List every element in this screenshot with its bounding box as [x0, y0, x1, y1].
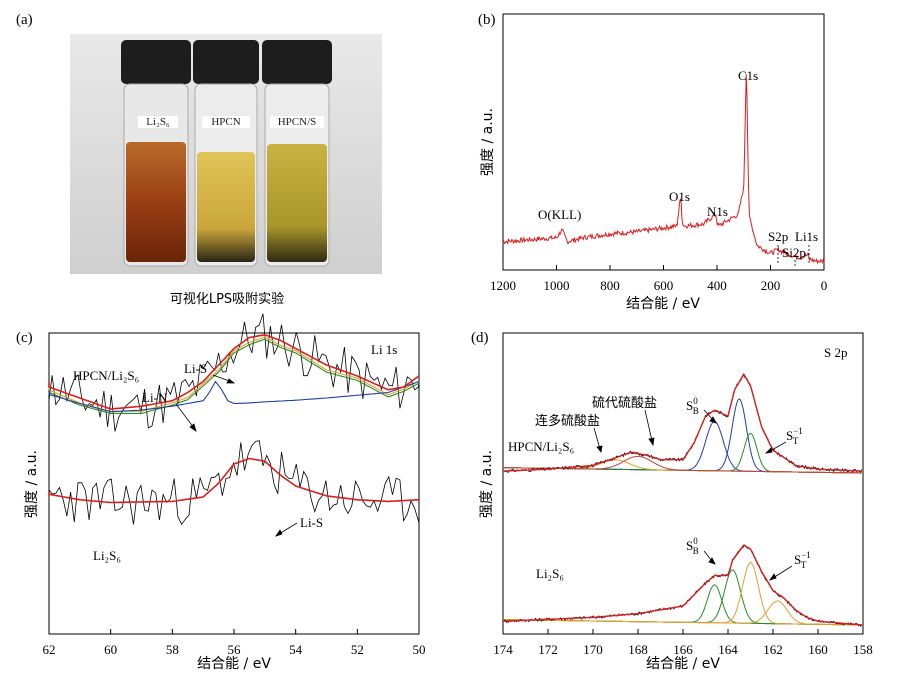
- vials-photo: [70, 34, 382, 274]
- panel-c-envelope-top: [48, 333, 420, 410]
- x-tick-label: 172: [538, 642, 558, 657]
- annot-st-bottom-sub: T: [801, 560, 807, 570]
- annot-hpcn-li2s6-d: HPCN/Li₂S₆: [508, 439, 574, 454]
- annot-sb-top-s: S: [686, 398, 693, 413]
- annot-sb-top: S0 B: [686, 396, 699, 416]
- x-tick-label: 166: [673, 642, 693, 657]
- annot-polythionate: 连多硫酸盐: [535, 413, 600, 429]
- panel-d-xticks: 174 172 170 168 166 164 162 160 158: [493, 629, 873, 657]
- annot-thiosulfate: 硫代硫酸盐: [592, 396, 657, 411]
- peak-label-c1s: C1s: [738, 68, 758, 83]
- annot-st-bottom-s: S: [794, 552, 801, 567]
- peak-label-n1s: N1s: [707, 204, 728, 219]
- annot-st-top: S−1 T: [786, 426, 803, 446]
- annot-li-n: Li-N: [142, 390, 168, 405]
- x-tick-label: 52: [351, 642, 364, 657]
- x-tick-label: 1200: [490, 278, 516, 293]
- annot-li-s-bottom: Li-S: [300, 515, 323, 530]
- panel-c-raw-bottom: [48, 440, 420, 526]
- annot-sb-bottom-s: S: [686, 538, 693, 553]
- panel-c-xticks: 62 60 58 56 54 52 50: [43, 629, 426, 657]
- panel-d-arrows: [593, 409, 793, 581]
- panel-a-label: (a): [16, 12, 33, 28]
- panel-b-label: (b): [478, 12, 496, 28]
- x-tick-label: 164: [718, 642, 738, 657]
- panel-b-survey-line: [502, 74, 825, 265]
- panel-c-fit-lin: [48, 380, 420, 413]
- x-tick-label: 160: [808, 642, 828, 657]
- annot-st-bottom: S−1 T: [794, 550, 811, 570]
- x-tick-label: 168: [628, 642, 648, 657]
- x-tick-label: 174: [493, 642, 513, 657]
- x-tick-label: 600: [654, 278, 674, 293]
- x-tick-label: 60: [104, 642, 117, 657]
- panel-b-xlabel: 结合能 / eV: [626, 296, 700, 312]
- panel-d-frame: [502, 332, 864, 635]
- annot-li-s-top: Li-S: [184, 361, 207, 376]
- annot-sb-top-sup: 0: [693, 396, 698, 406]
- vial-label-hpcn-s: HPCN/S: [270, 116, 324, 128]
- x-tick-label: 58: [166, 642, 179, 657]
- panel-b-ylabel: 强度 / a.u.: [480, 108, 496, 176]
- panel-c-fit-lis: [48, 338, 420, 414]
- peak-label-s2p: S2p: [768, 229, 788, 244]
- panel-d-curves: [502, 372, 863, 627]
- x-tick-label: 400: [707, 278, 727, 293]
- annot-st-top-sub: T: [793, 436, 799, 446]
- annot-st-bottom-sup: −1: [801, 550, 811, 560]
- panel-c-envelope-bottom: [48, 457, 420, 504]
- fit-envelope: [503, 544, 862, 626]
- annot-st-top-s: S: [786, 428, 793, 443]
- fit-component: [503, 459, 862, 474]
- annot-li2s6: Li₂S₆: [93, 548, 121, 563]
- x-tick-label: 56: [228, 642, 242, 657]
- panel-d-xlabel: 结合能 / eV: [646, 656, 720, 672]
- x-tick-label: 62: [43, 642, 56, 657]
- panel-d-label: (d): [471, 330, 489, 346]
- vial-cap: [121, 40, 191, 84]
- x-tick-label: 50: [413, 642, 426, 657]
- x-tick-label: 158: [853, 642, 873, 657]
- fit-envelope: [503, 372, 862, 472]
- vial-cap: [193, 40, 259, 84]
- x-tick-label: 0: [821, 278, 828, 293]
- panel-d-title: S 2p: [824, 345, 847, 360]
- vial-label-li2s6: Li₂S₆: [138, 116, 178, 128]
- panel-a-caption: 可视化LPS吸附实验: [170, 291, 284, 307]
- panel-b-xticks: 1200 1000 800 600 400 200 0: [490, 265, 827, 293]
- x-tick-label: 162: [763, 642, 783, 657]
- panel-c-title: Li 1s: [371, 342, 397, 357]
- peak-label-li1s: Li1s: [795, 229, 818, 244]
- vial-label-hpcn: HPCN: [202, 116, 250, 128]
- x-tick-label: 200: [761, 278, 781, 293]
- x-tick-label: 800: [600, 278, 620, 293]
- panel-c-ylabel: 强度 / a.u.: [24, 450, 40, 518]
- fit-component: [503, 398, 862, 474]
- annot-sb-bottom-sup: 0: [693, 536, 698, 546]
- panel-c-label: (c): [16, 330, 33, 346]
- panel-c-xlabel: 结合能 / eV: [197, 656, 271, 672]
- annot-sb-top-sub: B: [693, 406, 699, 416]
- panel-c-arrows: [175, 374, 298, 537]
- panel-d-ylabel: 强度 / a.u.: [479, 450, 495, 518]
- peak-label-si2p: Si2p: [782, 245, 806, 260]
- x-tick-label: 54: [289, 642, 303, 657]
- panel-c-fit-orange: [48, 336, 420, 412]
- fit-component: [503, 600, 862, 626]
- x-tick-label: 1000: [544, 278, 570, 293]
- vial-cap: [262, 40, 332, 84]
- annot-st-top-sup: −1: [793, 426, 803, 436]
- annot-sb-bottom-sub: B: [693, 546, 699, 556]
- peak-label-o1s: O1s: [669, 189, 690, 204]
- annot-hpcn-li2s6: HPCN/Li₂S₆: [73, 368, 139, 383]
- annot-li2s6-d: Li₂S₆: [536, 566, 564, 581]
- annot-sb-bottom: S0 B: [686, 536, 699, 556]
- peak-label-okll: O(KLL): [538, 207, 581, 222]
- peak-markers: [777, 245, 810, 267]
- x-tick-label: 170: [583, 642, 603, 657]
